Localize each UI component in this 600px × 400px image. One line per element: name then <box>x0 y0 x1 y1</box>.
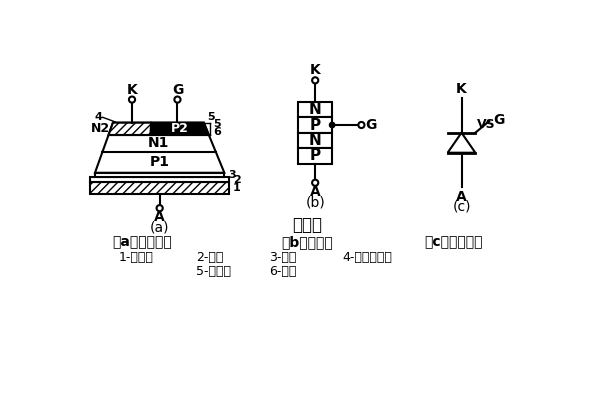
Polygon shape <box>298 102 332 117</box>
Polygon shape <box>298 148 332 164</box>
Text: N2: N2 <box>91 122 110 135</box>
Text: 2: 2 <box>233 175 241 185</box>
Polygon shape <box>151 123 209 135</box>
Polygon shape <box>448 133 475 153</box>
Text: (b): (b) <box>305 195 325 209</box>
Text: K: K <box>456 82 467 96</box>
Polygon shape <box>109 123 151 135</box>
Text: (c): (c) <box>452 200 471 214</box>
Text: （c）表示符号: （c）表示符号 <box>425 235 483 249</box>
Text: （a）内部结构: （a）内部结构 <box>112 235 172 249</box>
Text: P1: P1 <box>149 155 169 169</box>
Text: 1: 1 <box>233 183 241 193</box>
Text: A: A <box>310 185 320 199</box>
Text: P2: P2 <box>171 122 189 135</box>
Text: K: K <box>310 63 320 77</box>
Polygon shape <box>298 117 332 133</box>
Text: A: A <box>154 210 165 224</box>
Polygon shape <box>95 123 224 173</box>
Text: P: P <box>310 118 321 132</box>
Text: 3-锂片: 3-锂片 <box>269 251 296 264</box>
Text: G: G <box>366 118 377 132</box>
Text: 4-金锰合金片: 4-金锰合金片 <box>342 251 392 264</box>
Text: 5-金钔片: 5-金钔片 <box>196 265 231 278</box>
Text: 6-硅片: 6-硅片 <box>269 265 296 278</box>
Polygon shape <box>95 173 224 177</box>
Text: 5: 5 <box>213 119 221 129</box>
Text: (a): (a) <box>150 220 169 234</box>
Polygon shape <box>298 133 332 148</box>
Text: VS: VS <box>477 118 496 131</box>
Polygon shape <box>91 182 229 194</box>
Text: 6: 6 <box>213 127 221 137</box>
Circle shape <box>329 122 335 128</box>
Text: 3: 3 <box>228 170 236 180</box>
Text: A: A <box>456 190 467 204</box>
Text: 1-钐底座: 1-钐底座 <box>119 251 154 264</box>
Text: K: K <box>127 83 137 97</box>
Polygon shape <box>91 177 229 182</box>
Text: P: P <box>310 148 321 163</box>
Text: 5: 5 <box>208 112 215 122</box>
Text: N1: N1 <box>148 136 170 150</box>
Text: 晶闸管: 晶闸管 <box>293 216 323 234</box>
Text: N: N <box>309 133 322 148</box>
Text: （b）示意图: （b）示意图 <box>281 235 334 249</box>
Text: G: G <box>493 113 505 127</box>
Text: N: N <box>309 102 322 117</box>
Text: 2-鑡片: 2-鑡片 <box>196 251 223 264</box>
Text: 4: 4 <box>94 112 102 122</box>
Text: G: G <box>172 83 183 97</box>
